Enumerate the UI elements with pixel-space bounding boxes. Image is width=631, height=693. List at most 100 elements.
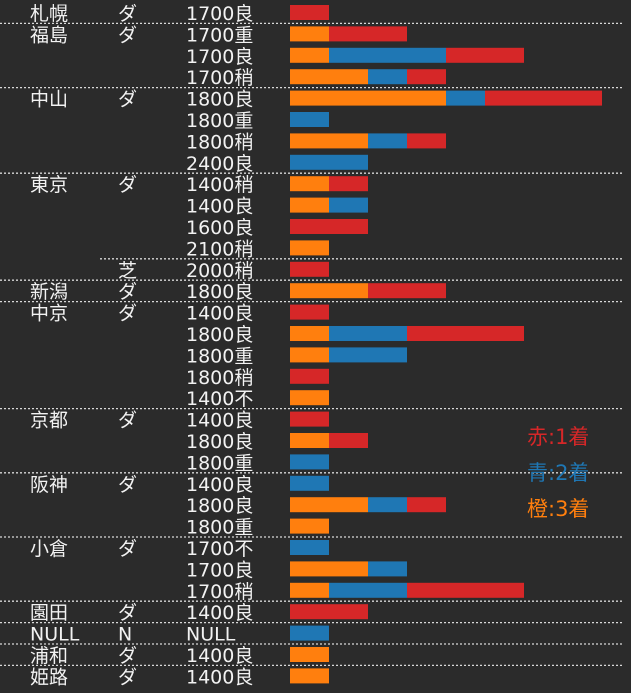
bar-segment-second (290, 112, 329, 127)
bar-segment-first (446, 47, 524, 63)
condition-label: 1400良 (186, 474, 253, 496)
venue-label: 新潟 (30, 281, 68, 303)
bar-segment-first (485, 90, 602, 106)
condition-label: 1800良 (186, 324, 253, 346)
bar-segment-first (290, 219, 368, 234)
bar-segment-third (290, 283, 368, 299)
bar-segment-first (329, 26, 407, 42)
bar-segment-third (290, 347, 329, 363)
bar-segment-third (290, 176, 329, 192)
surface-label: ダ (118, 24, 137, 46)
legend-entry-first: 赤:1着 (527, 425, 589, 449)
bar-segment-second (290, 154, 368, 170)
bar-segment-third (290, 582, 329, 598)
condition-label: 2400良 (186, 153, 253, 175)
condition-label: 1400良 (186, 645, 253, 667)
condition-label: 1800良 (186, 495, 253, 517)
bar-segment-second (290, 625, 329, 641)
surface-label: ダ (118, 3, 137, 25)
bar-segment-first (407, 497, 446, 513)
surface-label: ダ (118, 303, 137, 325)
venue-label: NULL (30, 624, 80, 646)
condition-label: 1800重 (186, 110, 253, 132)
condition-label: 1400稍 (186, 174, 253, 196)
venue-label: 東京 (30, 174, 68, 196)
venue-label: 中京 (30, 303, 68, 325)
venue-label: 阪神 (30, 474, 68, 496)
venue-label: 浦和 (30, 645, 68, 667)
condition-label: 1400良 (186, 410, 253, 432)
condition-label: 1700不 (186, 538, 253, 560)
surface-label: 芝 (118, 260, 137, 282)
condition-label: 1800重 (186, 517, 253, 539)
bar-segment-second (329, 582, 407, 598)
condition-label: 1800良 (186, 281, 253, 303)
bar-segment-third (290, 47, 329, 63)
condition-label: 1800良 (186, 89, 253, 111)
bar-segment-third (290, 197, 329, 213)
bar-segment-third (290, 26, 329, 42)
surface-label: ダ (118, 666, 137, 688)
bar-segment-third (290, 518, 329, 534)
condition-label: 1400良 (186, 666, 253, 688)
condition-label: 2100稍 (186, 238, 253, 260)
condition-label: 1800稍 (186, 131, 253, 153)
bar-segment-first (290, 261, 329, 277)
condition-label: 1600良 (186, 217, 253, 239)
bar-segment-first (368, 283, 446, 299)
condition-label: 1800稍 (186, 367, 253, 389)
condition-label: 1700重 (186, 24, 253, 46)
bar-segment-second (329, 197, 368, 213)
bar-segment-second (368, 69, 407, 85)
surface-label: N (118, 624, 132, 646)
condition-label: 1800重 (186, 452, 253, 474)
condition-label: 2000稍 (186, 260, 253, 282)
bar-segment-third (290, 90, 446, 106)
legend-entry-third: 橙:3着 (527, 497, 589, 521)
bar-segment-third (290, 433, 329, 448)
condition-label: 1700良 (186, 3, 253, 25)
condition-label: 1700稍 (186, 67, 253, 89)
surface-label: ダ (118, 602, 137, 624)
bar-segment-second (446, 90, 485, 106)
condition-label: 1400不 (186, 388, 253, 410)
bar-segment-first (290, 5, 329, 20)
bar-segment-first (290, 368, 329, 384)
bar-segment-third (290, 647, 329, 662)
venue-label: 小倉 (30, 538, 68, 560)
surface-label: ダ (118, 474, 137, 496)
bar-segment-third (290, 390, 329, 406)
surface-label: ダ (118, 89, 137, 111)
condition-label: 1400良 (186, 303, 253, 325)
bar-segment-first (407, 326, 524, 341)
venue-label: 中山 (30, 89, 68, 111)
bar-segment-second (368, 133, 407, 149)
bar-segment-second (368, 561, 407, 577)
bar-segment-second (329, 47, 446, 63)
surface-label: ダ (118, 645, 137, 667)
bar-segment-third (290, 69, 368, 85)
bar-segment-first (290, 604, 368, 620)
surface-label: ダ (118, 538, 137, 560)
bar-segment-first (407, 582, 524, 598)
bar-segment-first (290, 304, 329, 320)
bar-segment-first (329, 433, 368, 448)
condition-label: 1800良 (186, 431, 253, 453)
bar-segment-first (329, 176, 368, 192)
surface-label: ダ (118, 174, 137, 196)
venue-label: 園田 (30, 602, 68, 624)
bar-segment-third (290, 561, 368, 577)
bar-segment-second (368, 497, 407, 513)
surface-label: ダ (118, 281, 137, 303)
bar-segment-first (407, 69, 446, 85)
condition-label: 1400良 (186, 196, 253, 218)
bar-segment-third (290, 240, 329, 256)
venue-label: 京都 (30, 410, 68, 432)
condition-label: 1800重 (186, 345, 253, 367)
bar-segment-third (290, 133, 368, 149)
bar-segment-second (329, 326, 407, 341)
venue-label: 姫路 (30, 666, 68, 688)
venue-label: 福島 (30, 24, 68, 46)
bar-segment-second (329, 347, 407, 363)
